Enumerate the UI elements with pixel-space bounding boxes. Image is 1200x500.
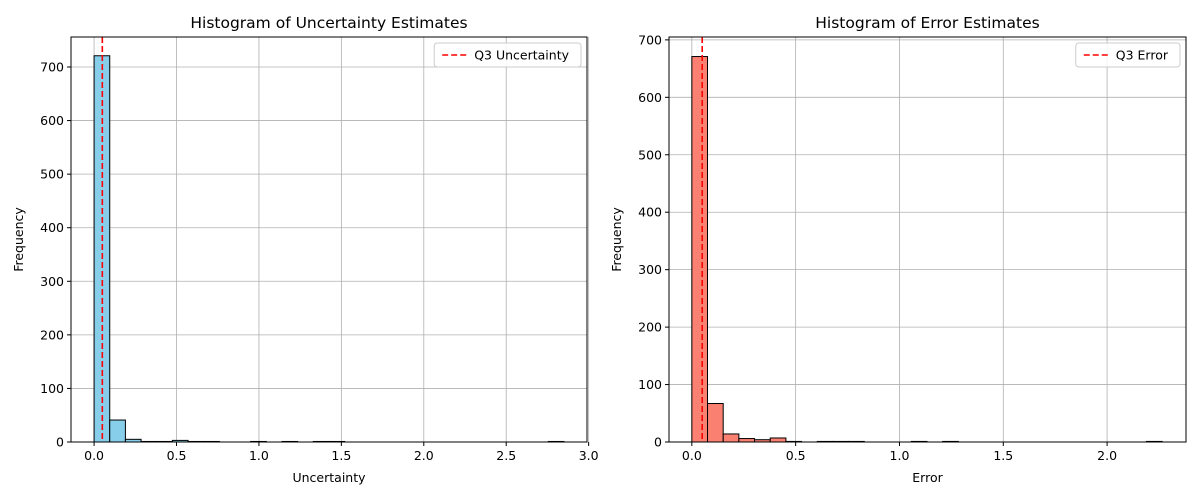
chart-title: Histogram of Error Estimates xyxy=(815,14,1039,32)
x-tick-label: 1.5 xyxy=(993,448,1013,463)
y-tick-label: 0 xyxy=(56,435,64,450)
y-tick-label: 500 xyxy=(638,147,662,162)
histogram-bar xyxy=(769,437,787,443)
y-tick-label: 300 xyxy=(40,274,64,289)
histogram-bar xyxy=(738,438,756,443)
y-tick-label: 700 xyxy=(638,32,662,47)
x-tick-label: 3.0 xyxy=(579,448,599,463)
y-tick-label: 500 xyxy=(40,167,64,182)
legend-box xyxy=(1075,42,1181,68)
x-tick-label: 2.0 xyxy=(1097,448,1117,463)
y-tick-label: 200 xyxy=(638,320,662,335)
y-tick-label: 400 xyxy=(40,220,64,235)
legend-label: Q3 Uncertainty xyxy=(474,48,569,63)
axes-frame xyxy=(70,36,588,443)
x-tick-label: 0.5 xyxy=(167,448,187,463)
y-tick-label: 600 xyxy=(638,90,662,105)
y-tick-label: 100 xyxy=(638,377,662,392)
x-tick-label: 1.5 xyxy=(331,448,351,463)
x-tick-label: 2.5 xyxy=(496,448,516,463)
x-tick-label: 1.0 xyxy=(249,448,269,463)
x-axis-label: Uncertainty xyxy=(292,470,366,485)
legend: Q3 Uncertainty xyxy=(433,42,582,68)
y-axis-label: Frequency xyxy=(11,207,26,272)
y-tick-label: 200 xyxy=(40,327,64,342)
y-tick-label: 600 xyxy=(40,113,64,128)
y-tick-label: 700 xyxy=(40,60,64,75)
legend: Q3 Error xyxy=(1075,42,1181,68)
y-tick-label: 100 xyxy=(40,381,64,396)
x-tick-label: 2.0 xyxy=(414,448,434,463)
legend-box xyxy=(433,42,582,68)
chart-uncertainty-histogram: 0.0 0.5 1.0 1.5 2.0 2.5 3.0 0 100 200 300 400 500 600… xyxy=(11,14,599,485)
y-tick-label: 0 xyxy=(654,435,662,450)
axes-frame xyxy=(668,36,1187,443)
x-tick-label: 0.5 xyxy=(786,448,806,463)
x-tick-label: 1.0 xyxy=(890,448,910,463)
x-tick-label: 0.0 xyxy=(682,448,702,463)
chart-error-histogram: 0.0 0.5 1.0 1.5 2.0 0 100 200 300 400 500 600 700 His… xyxy=(609,14,1187,485)
y-tick-label: 300 xyxy=(638,262,662,277)
histogram-bar xyxy=(722,433,740,443)
y-tick-label: 400 xyxy=(638,205,662,220)
x-tick-label: 0.0 xyxy=(84,448,104,463)
chart-title: Histogram of Uncertainty Estimates xyxy=(190,14,467,32)
legend-label: Q3 Error xyxy=(1116,48,1169,63)
histogram-bar xyxy=(707,403,724,443)
x-axis-label: Error xyxy=(912,470,943,485)
histogram-bar xyxy=(109,419,126,443)
histogram-bar xyxy=(691,56,709,443)
y-axis-label: Frequency xyxy=(609,207,624,272)
